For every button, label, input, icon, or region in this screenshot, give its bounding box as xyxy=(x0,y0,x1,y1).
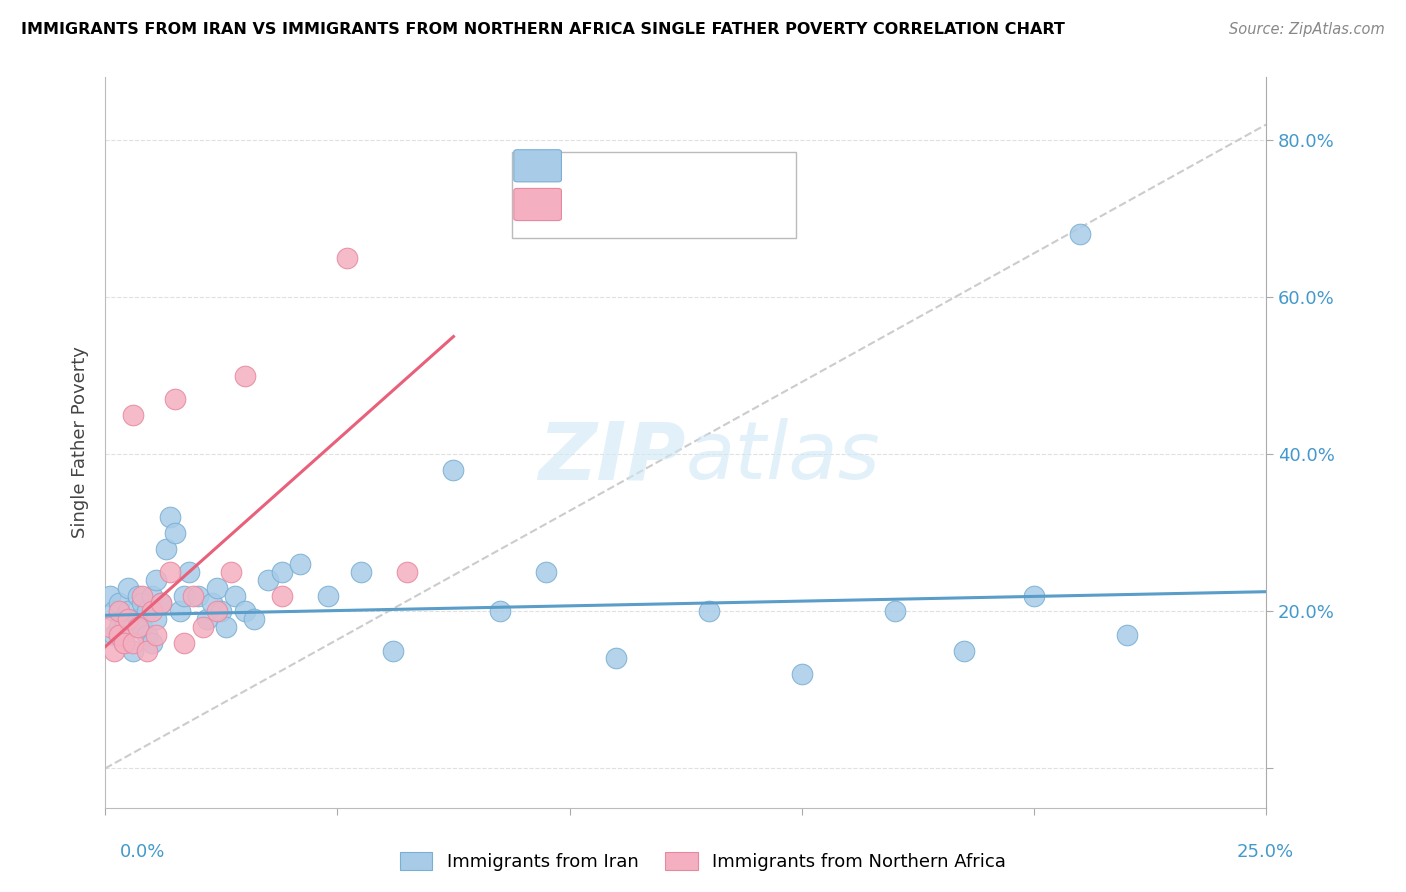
Point xyxy=(201,597,224,611)
Point xyxy=(953,643,976,657)
Point xyxy=(108,620,131,634)
Point xyxy=(173,636,195,650)
Point xyxy=(127,589,149,603)
Point xyxy=(316,589,339,603)
Point xyxy=(169,604,191,618)
Text: IMMIGRANTS FROM IRAN VS IMMIGRANTS FROM NORTHERN AFRICA SINGLE FATHER POVERTY CO: IMMIGRANTS FROM IRAN VS IMMIGRANTS FROM … xyxy=(21,22,1064,37)
FancyBboxPatch shape xyxy=(512,152,796,238)
Point xyxy=(122,636,145,650)
Point xyxy=(155,541,177,556)
Point xyxy=(149,597,172,611)
Point xyxy=(605,651,627,665)
Point xyxy=(122,408,145,422)
Point xyxy=(141,604,163,618)
Point xyxy=(117,604,139,618)
Point xyxy=(159,510,181,524)
Point xyxy=(122,643,145,657)
Point xyxy=(103,643,125,657)
Point xyxy=(536,565,558,579)
FancyBboxPatch shape xyxy=(513,150,561,182)
Point xyxy=(183,589,205,603)
Point xyxy=(270,589,292,603)
Point xyxy=(1115,628,1137,642)
Point xyxy=(163,525,186,540)
Point xyxy=(219,565,242,579)
Point xyxy=(136,628,159,642)
Point xyxy=(98,589,121,603)
Point xyxy=(396,565,419,579)
Point xyxy=(136,604,159,618)
Point xyxy=(112,636,135,650)
Point xyxy=(243,612,266,626)
Text: R = 0.578   N = 25: R = 0.578 N = 25 xyxy=(574,196,758,214)
Point xyxy=(112,612,135,626)
Point xyxy=(177,565,200,579)
Text: Source: ZipAtlas.com: Source: ZipAtlas.com xyxy=(1229,22,1385,37)
Point xyxy=(163,392,186,407)
Point xyxy=(117,612,139,626)
Point xyxy=(233,604,256,618)
Y-axis label: Single Father Poverty: Single Father Poverty xyxy=(72,347,89,539)
Point xyxy=(117,581,139,595)
Point xyxy=(790,667,813,681)
Point xyxy=(195,612,218,626)
Point xyxy=(336,251,359,265)
Point xyxy=(209,604,232,618)
Point xyxy=(191,620,214,634)
Point xyxy=(349,565,371,579)
Point xyxy=(1069,227,1091,242)
Point xyxy=(224,589,246,603)
Point xyxy=(131,589,153,603)
Text: atlas: atlas xyxy=(686,418,880,496)
Point xyxy=(1022,589,1045,603)
Legend: Immigrants from Iran, Immigrants from Northern Africa: Immigrants from Iran, Immigrants from No… xyxy=(392,845,1014,879)
Point xyxy=(233,368,256,383)
Point xyxy=(270,565,292,579)
Point xyxy=(159,565,181,579)
Text: R = 0.089   N = 54: R = 0.089 N = 54 xyxy=(574,157,758,175)
Point xyxy=(382,643,405,657)
Point xyxy=(443,463,465,477)
Point xyxy=(108,597,131,611)
Point xyxy=(103,628,125,642)
FancyBboxPatch shape xyxy=(513,188,561,220)
Point xyxy=(108,628,131,642)
Point xyxy=(112,636,135,650)
Point xyxy=(215,620,238,634)
Point xyxy=(131,620,153,634)
Text: 0.0%: 0.0% xyxy=(120,843,165,861)
Point xyxy=(145,573,167,587)
Point xyxy=(131,597,153,611)
Point xyxy=(108,604,131,618)
Point xyxy=(141,636,163,650)
Point xyxy=(136,643,159,657)
Point xyxy=(141,589,163,603)
Point xyxy=(127,612,149,626)
Point xyxy=(187,589,209,603)
Point xyxy=(205,581,228,595)
Point xyxy=(103,604,125,618)
Point xyxy=(145,612,167,626)
Point xyxy=(256,573,278,587)
Text: ZIP: ZIP xyxy=(538,418,686,496)
Point xyxy=(122,620,145,634)
Point xyxy=(697,604,720,618)
Point xyxy=(127,620,149,634)
Point xyxy=(145,628,167,642)
Text: 25.0%: 25.0% xyxy=(1236,843,1294,861)
Point xyxy=(205,604,228,618)
Point xyxy=(149,597,172,611)
Point xyxy=(883,604,905,618)
Point xyxy=(290,558,312,572)
Point xyxy=(489,604,512,618)
Point xyxy=(98,620,121,634)
Point xyxy=(173,589,195,603)
